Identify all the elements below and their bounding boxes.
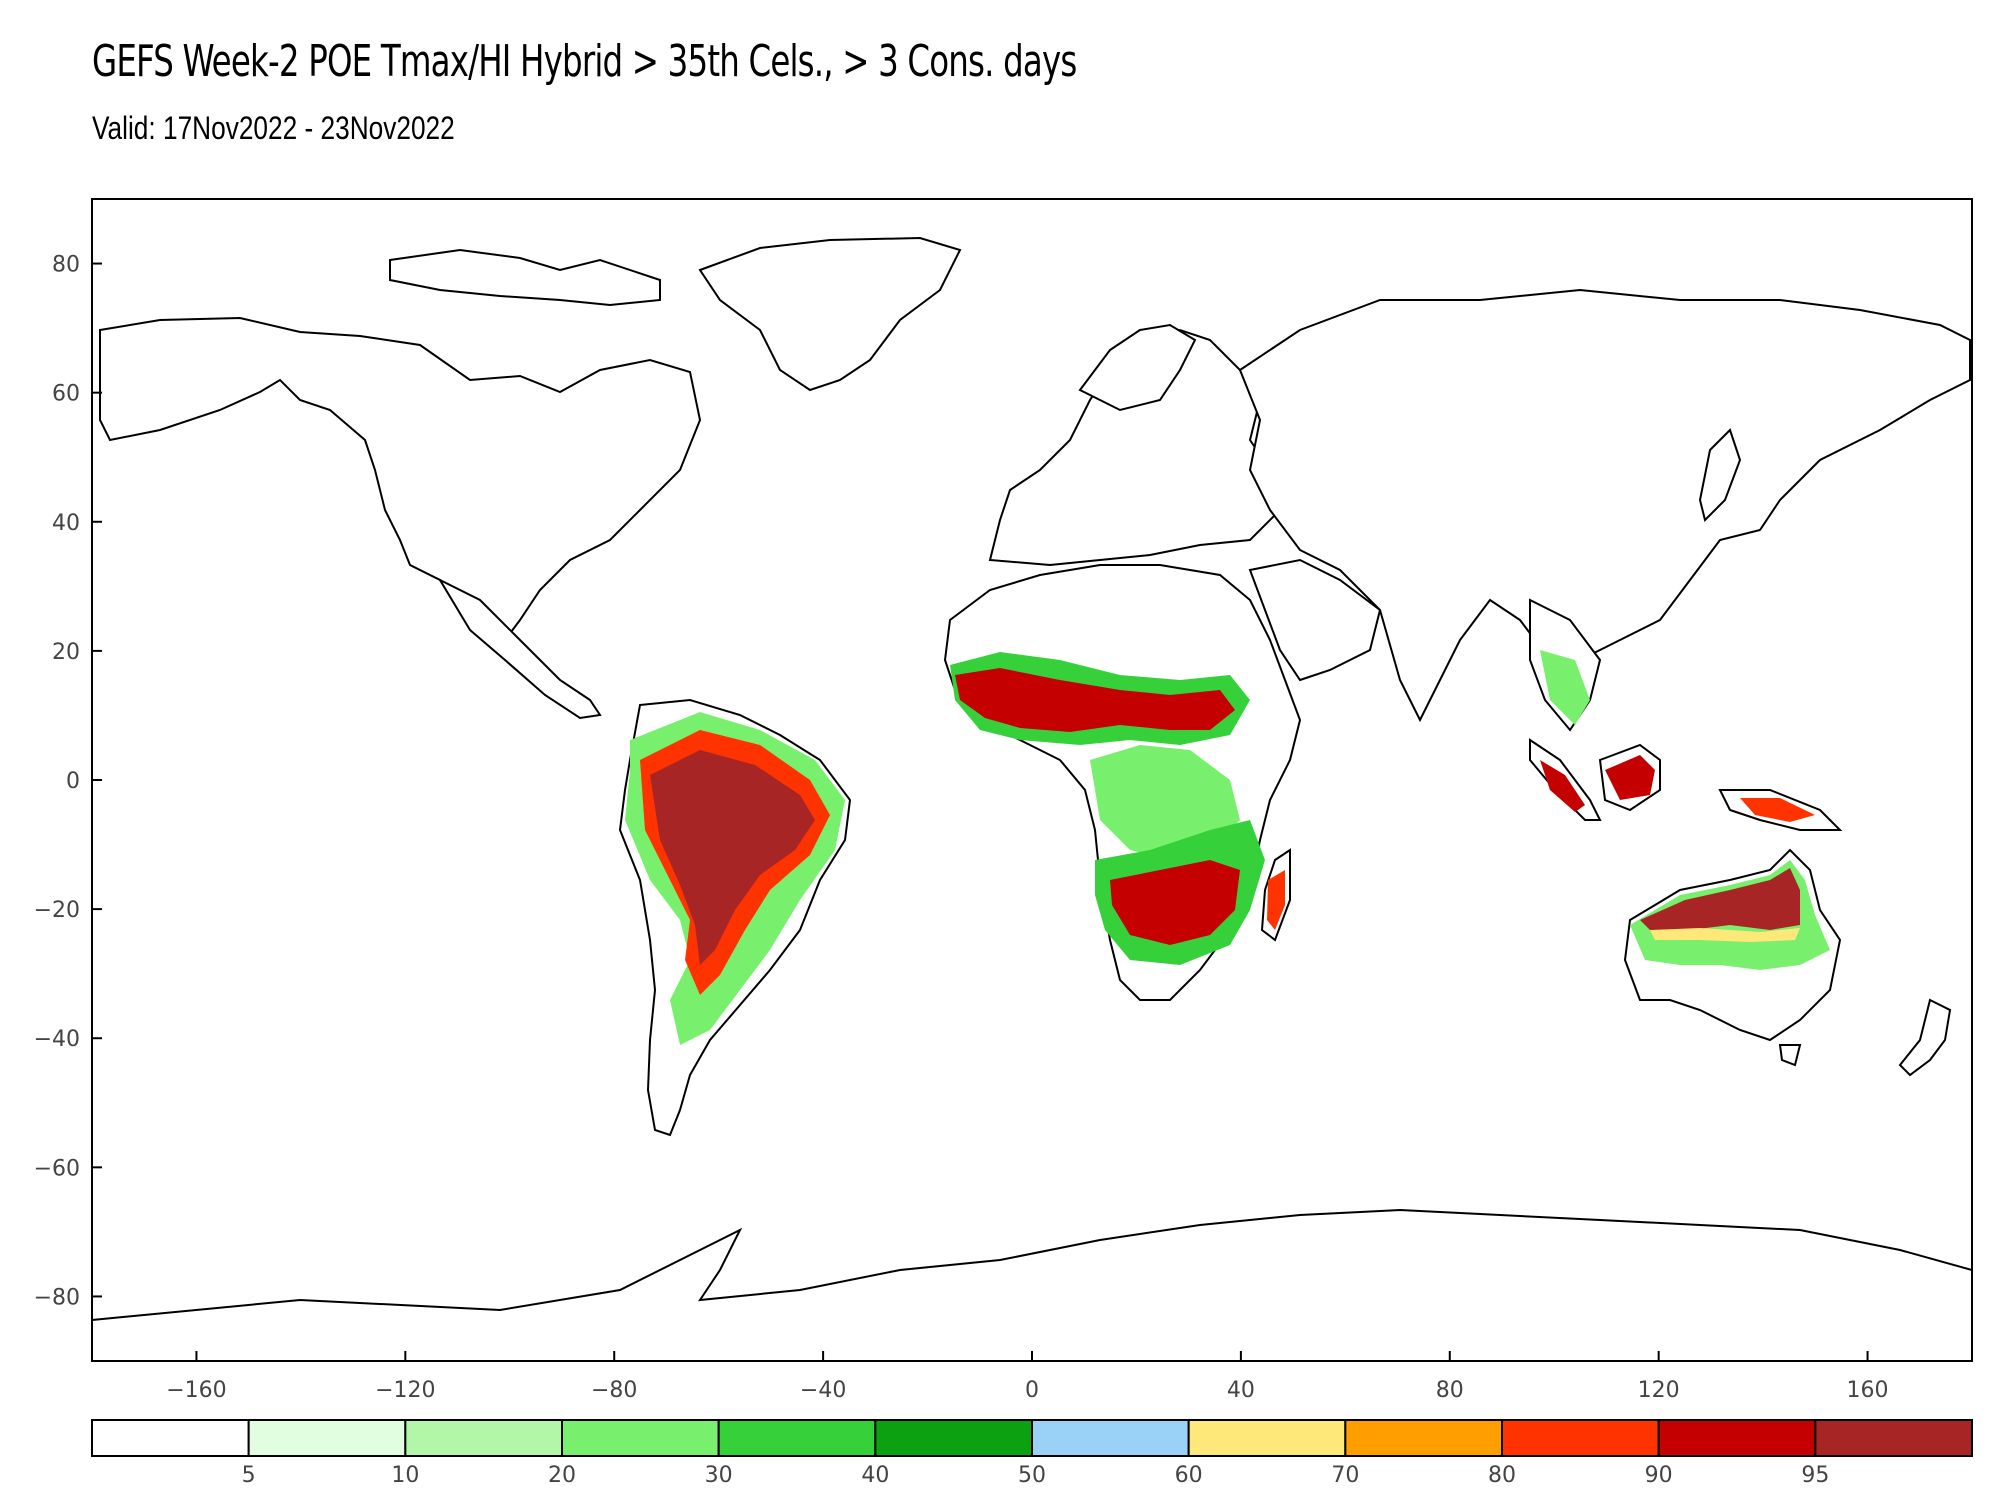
land-outlines xyxy=(92,236,1972,1361)
legend-label: 90 xyxy=(1645,1463,1673,1488)
x-tick-label: 160 xyxy=(1847,1378,1889,1403)
legend-label: 5 xyxy=(242,1463,256,1488)
y-tick-label: −40 xyxy=(34,1027,80,1052)
y-tick-label: 20 xyxy=(52,640,80,665)
greenland xyxy=(698,236,962,392)
y-tick-label: 80 xyxy=(52,253,80,278)
x-tick-label: −40 xyxy=(800,1378,846,1403)
borneo-shade xyxy=(1605,755,1655,800)
legend-label: 30 xyxy=(705,1463,733,1488)
canadian-archipelago xyxy=(389,248,661,307)
legend-label: 95 xyxy=(1801,1463,1829,1488)
australia-core xyxy=(1640,868,1800,930)
japan xyxy=(1698,428,1742,522)
legend-swatch xyxy=(404,1419,564,1457)
legend-label: 60 xyxy=(1175,1463,1203,1488)
new-guinea-shade xyxy=(1740,798,1815,822)
amazon-core xyxy=(650,750,815,965)
tasmania xyxy=(1778,1044,1802,1067)
y-tick-label: −80 xyxy=(34,1285,80,1310)
legend-swatch xyxy=(874,1419,1033,1457)
x-tick-label: −160 xyxy=(166,1378,226,1403)
scandinavia xyxy=(1078,323,1197,412)
map-plot-area xyxy=(92,236,1972,1361)
southern-africa-red xyxy=(1110,860,1240,945)
x-tick-label: −80 xyxy=(591,1378,637,1403)
sahel-red xyxy=(955,668,1235,732)
y-tick-label: −20 xyxy=(34,898,80,923)
legend-swatch xyxy=(1344,1419,1504,1457)
legend-swatch xyxy=(1031,1419,1190,1457)
y-tick-label: 60 xyxy=(52,382,80,407)
y-axis: 80 60 40 20 0 −20 −40 −60 −80 xyxy=(34,253,102,1310)
x-tick-label: 0 xyxy=(1025,1378,1039,1403)
map-subtitle: Valid: 17Nov2022 - 23Nov2022 xyxy=(92,110,455,146)
y-tick-label: −60 xyxy=(34,1156,80,1181)
legend-swatch xyxy=(717,1419,877,1457)
legend-label: 80 xyxy=(1488,1463,1516,1488)
legend-label: 20 xyxy=(548,1463,576,1488)
asia xyxy=(1238,288,1971,723)
australia-yellow xyxy=(1650,928,1800,942)
legend-swatch xyxy=(91,1419,250,1457)
arabia xyxy=(1248,558,1382,682)
legend-swatch xyxy=(247,1419,407,1457)
se-asia-green xyxy=(1540,650,1590,725)
legend-swatch xyxy=(1814,1419,1974,1457)
sumatra-shade xyxy=(1540,760,1585,812)
x-tick-label: 120 xyxy=(1638,1378,1680,1403)
legend-swatch xyxy=(1501,1419,1660,1457)
x-tick-label: −120 xyxy=(375,1378,435,1403)
central-africa-green xyxy=(1090,745,1240,860)
map-title: GEFS Week-2 POE Tmax/HI Hybrid > 35th Ce… xyxy=(92,36,1077,87)
legend-swatch xyxy=(561,1419,720,1457)
probability-shading xyxy=(625,650,1830,1045)
legend-label: 10 xyxy=(391,1463,419,1488)
x-tick-label: 80 xyxy=(1436,1378,1464,1403)
north-america xyxy=(99,316,702,642)
legend-swatch xyxy=(1187,1419,1347,1457)
y-tick-label: 40 xyxy=(52,511,80,536)
y-tick-label: 0 xyxy=(66,769,80,794)
legend-label: 50 xyxy=(1018,1463,1046,1488)
x-axis: −160 −120 −80 −40 0 40 80 120 160 xyxy=(166,1351,1889,1403)
central-america xyxy=(437,577,602,720)
x-tick-label: 40 xyxy=(1227,1378,1255,1403)
legend-label: 70 xyxy=(1331,1463,1359,1488)
legend-label: 40 xyxy=(861,1463,889,1488)
legend-swatch xyxy=(1657,1419,1817,1457)
color-legend: 5 10 20 30 40 50 60 70 80 90 95 xyxy=(91,1419,1974,1488)
madagascar-shade xyxy=(1267,870,1285,930)
new-zealand xyxy=(1898,998,1952,1077)
antarctica xyxy=(92,1208,1972,1361)
